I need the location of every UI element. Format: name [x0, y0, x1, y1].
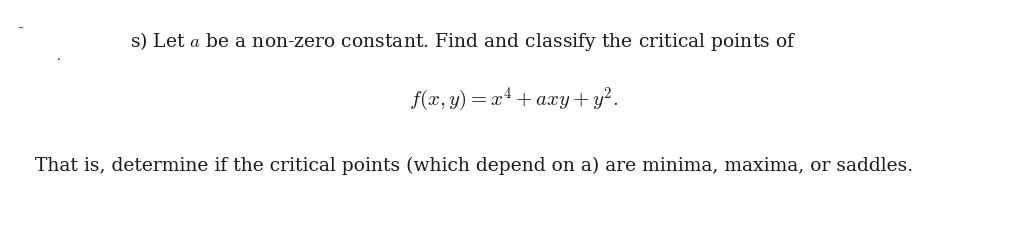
Text: ˉ: ˉ [19, 27, 25, 40]
Text: .: . [57, 50, 61, 63]
Text: $f(x, y) = x^4 + axy + y^2.$: $f(x, y) = x^4 + axy + y^2.$ [409, 85, 619, 114]
Text: That is, determine if the critical points (which depend on a) are minima, maxima: That is, determine if the critical point… [35, 156, 913, 174]
Text: s) Let $a$ be a non-zero constant. Find and classify the critical points of: s) Let $a$ be a non-zero constant. Find … [130, 30, 797, 53]
